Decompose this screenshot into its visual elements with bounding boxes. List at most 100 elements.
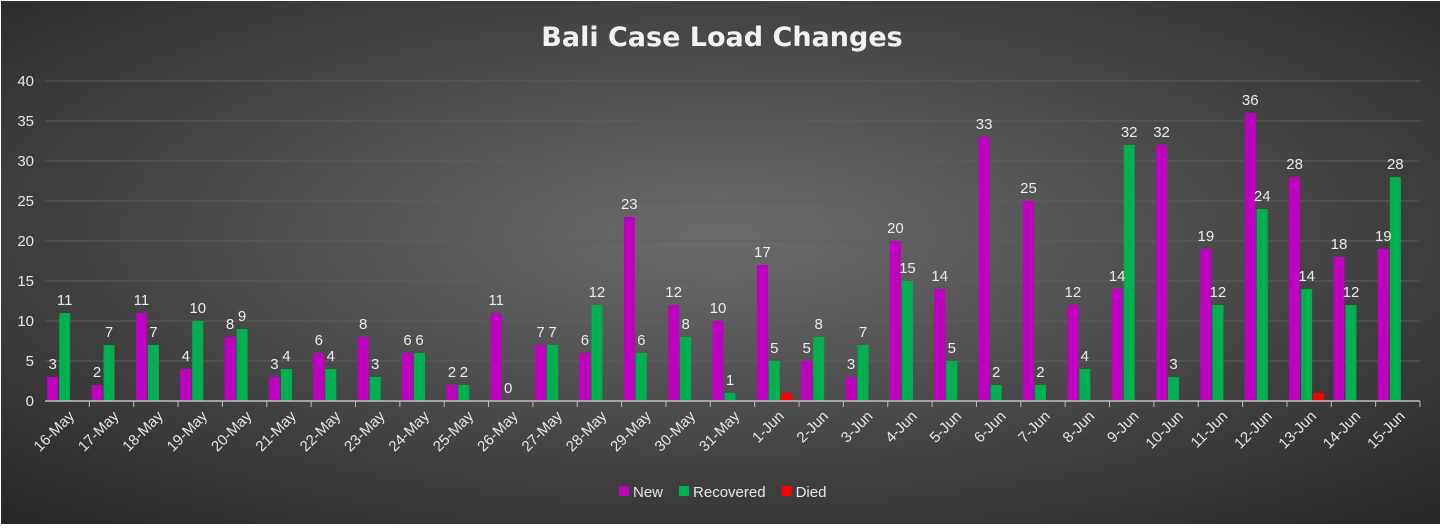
bar-recovered	[1389, 177, 1401, 401]
data-label: 10	[189, 300, 206, 317]
data-label: 3	[1169, 356, 1177, 373]
data-label: 1	[726, 372, 734, 389]
bar-recovered	[946, 361, 958, 401]
bar-recovered	[680, 337, 692, 401]
bar-new	[1377, 249, 1389, 401]
data-label: 10	[710, 300, 727, 317]
legend: New Recovered Died	[619, 484, 826, 501]
bar-recovered	[280, 369, 292, 401]
y-tick-label: 15	[17, 273, 34, 290]
bar-recovered	[635, 353, 647, 401]
bar-new	[402, 353, 414, 401]
data-label: 2	[992, 364, 1000, 381]
bar-new	[845, 377, 857, 401]
data-label: 3	[270, 356, 278, 373]
bar-recovered	[1079, 369, 1091, 401]
bar-new	[446, 385, 458, 401]
data-label: 4	[327, 348, 335, 365]
data-label: 6	[415, 332, 423, 349]
y-tick-label: 5	[26, 353, 34, 370]
data-label: 6	[637, 332, 645, 349]
data-label: 33	[976, 116, 993, 133]
bar-recovered	[547, 345, 559, 401]
bar-new	[180, 369, 192, 401]
data-label: 20	[887, 220, 904, 237]
bar-new	[1333, 257, 1345, 401]
bar-recovered	[1301, 289, 1313, 401]
data-label: 2	[93, 364, 101, 381]
data-label: 28	[1387, 156, 1404, 173]
bar-recovered	[103, 345, 115, 401]
bar-recovered	[1345, 305, 1357, 401]
data-label: 28	[1286, 156, 1303, 173]
bar-new	[801, 361, 813, 401]
legend-label-died: Died	[796, 484, 827, 501]
gridlines	[45, 80, 1420, 362]
bar-recovered	[236, 329, 248, 401]
data-label: 3	[847, 356, 855, 373]
data-label: 5	[803, 340, 811, 357]
data-label: 9	[238, 308, 246, 325]
data-label: 23	[621, 196, 638, 213]
y-tick-label: 20	[17, 233, 34, 250]
legend-swatch-recovered	[679, 486, 690, 496]
bar-recovered	[369, 377, 381, 401]
data-label: 4	[282, 348, 290, 365]
data-label: 4	[1081, 348, 1089, 365]
bar-recovered	[414, 353, 426, 401]
bar-new	[712, 321, 724, 401]
bar-new	[756, 265, 768, 401]
bar-new	[1111, 289, 1123, 401]
y-tick-label: 10	[17, 313, 34, 330]
bar-new	[490, 313, 502, 401]
data-label: 5	[770, 340, 778, 357]
data-label: 7	[859, 324, 867, 341]
y-tick-label: 0	[26, 393, 34, 410]
data-label: 15	[899, 260, 916, 277]
legend-swatch-died	[781, 486, 792, 496]
bar-recovered	[990, 385, 1002, 401]
bar-new	[1289, 177, 1301, 401]
data-label: 17	[754, 244, 771, 261]
data-label: 19	[1375, 228, 1392, 245]
data-label: 19	[1198, 228, 1215, 245]
legend-label-recovered: Recovered	[693, 484, 766, 501]
bar-new	[934, 289, 946, 401]
y-axis-tick-labels: 0 5 10 15 20 25 30 35 40	[17, 73, 34, 410]
bar-recovered	[768, 361, 780, 401]
bar-new	[1200, 249, 1212, 401]
bar-new	[268, 377, 280, 401]
data-label: 7	[149, 324, 157, 341]
bar-recovered	[901, 281, 913, 401]
data-label: 12	[589, 284, 606, 301]
legend-swatch-new	[619, 486, 629, 496]
bar-recovered	[857, 345, 869, 401]
data-label: 25	[1020, 180, 1037, 197]
bar-recovered	[724, 393, 736, 401]
bar-recovered	[458, 385, 470, 401]
data-label: 6	[581, 332, 589, 349]
data-label: 8	[226, 316, 234, 333]
data-label: 7	[548, 324, 556, 341]
data-label: 12	[1343, 284, 1360, 301]
bar-new	[357, 337, 369, 401]
bar-new	[978, 137, 990, 401]
data-label: 8	[359, 316, 367, 333]
data-label: 7	[536, 324, 544, 341]
data-label: 2	[460, 364, 468, 381]
data-label: 6	[403, 332, 411, 349]
data-label: 24	[1254, 188, 1271, 205]
bar-new	[668, 305, 680, 401]
bar-died	[780, 393, 792, 401]
bar-recovered	[1168, 377, 1180, 401]
y-tick-label: 30	[17, 153, 34, 170]
data-label: 3	[49, 356, 57, 373]
bar-recovered	[1256, 209, 1268, 401]
data-label: 12	[665, 284, 682, 301]
data-label: 14	[1298, 268, 1315, 285]
bar-died	[1313, 393, 1325, 401]
bar-new	[535, 345, 547, 401]
